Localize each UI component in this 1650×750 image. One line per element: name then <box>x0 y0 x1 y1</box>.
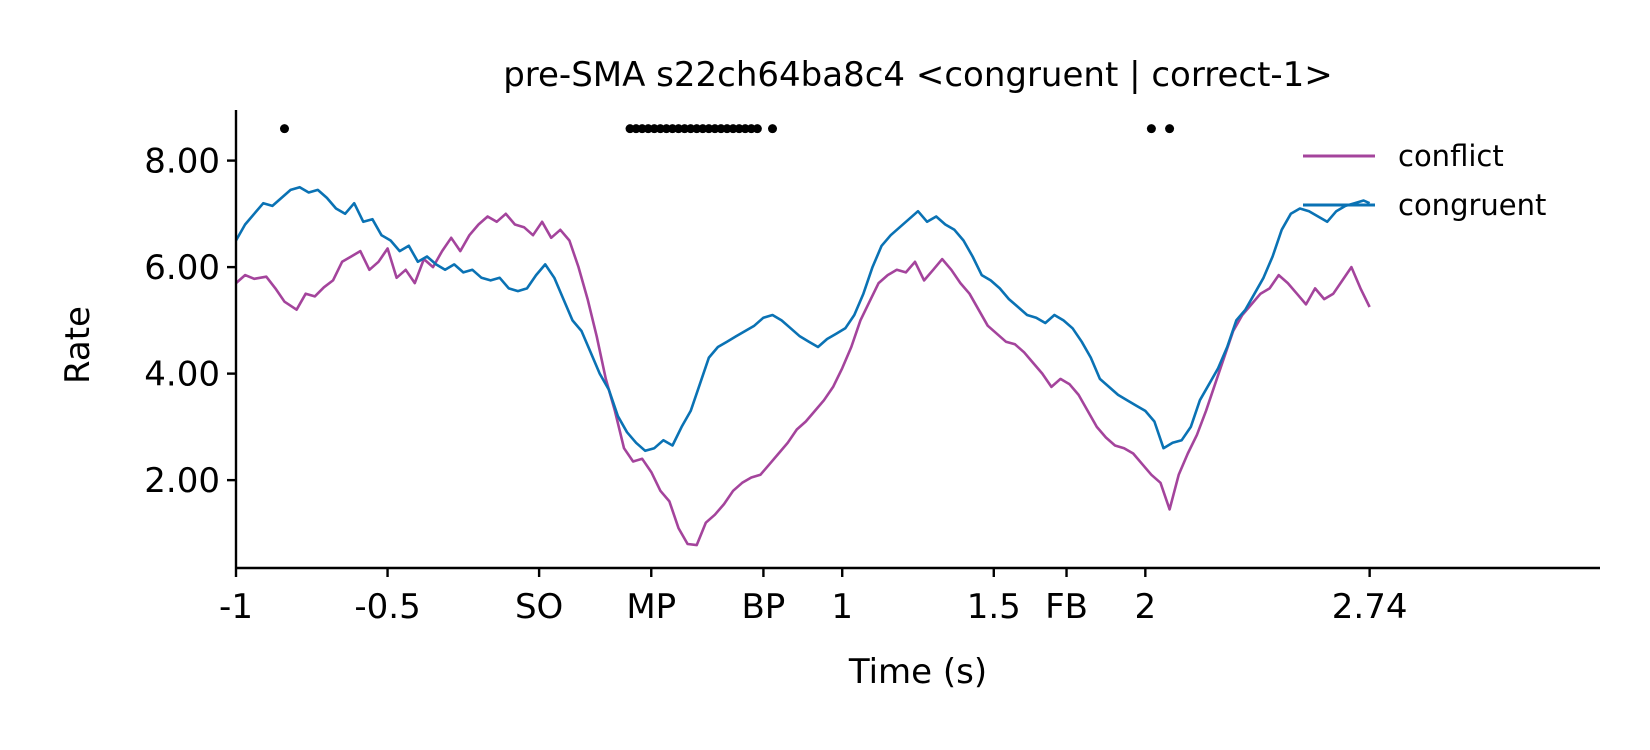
significance-dot <box>1146 124 1156 134</box>
x-tick-label: FB <box>1045 587 1088 627</box>
series-line-conflict <box>235 212 1371 547</box>
x-tick-label: -1 <box>219 587 253 627</box>
x-tick-label: MP <box>626 587 676 627</box>
x-tick-label: -0.5 <box>354 587 420 627</box>
x-axis-label: Time (s) <box>848 652 987 692</box>
y-tick-label: 2.00 <box>144 461 220 501</box>
significance-dot <box>279 124 289 134</box>
legend: conflict congruent <box>1303 139 1546 222</box>
legend-label-conflict: conflict <box>1398 139 1504 173</box>
y-tick-label: 8.00 <box>144 142 220 182</box>
plot-area <box>234 185 1371 547</box>
significance-dot <box>768 124 778 134</box>
x-tick-label: 2.74 <box>1332 587 1408 627</box>
axes <box>234 110 1600 570</box>
y-tick-label: 6.00 <box>144 248 220 288</box>
y-tick-label: 4.00 <box>144 355 220 395</box>
legend-label-congruent: congruent <box>1398 188 1546 222</box>
significance-dot <box>1165 124 1175 134</box>
significance-dot <box>752 124 762 134</box>
x-tick-label: 2 <box>1135 587 1157 627</box>
x-tick-label: 1 <box>831 587 853 627</box>
y-ticks: 2.00 4.00 6.00 8.00 <box>144 142 236 501</box>
x-tick-label: 1.5 <box>967 587 1021 627</box>
x-tick-label: BP <box>741 587 785 627</box>
significance-markers <box>279 124 1175 134</box>
x-ticks: -1 -0.5 SO MP BP 1 1.5 FB 2 2.74 <box>219 568 1407 627</box>
x-tick-label: SO <box>515 587 563 627</box>
y-axis-label: Rate <box>58 306 98 384</box>
chart-title: pre-SMA s22ch64ba8c4 <congruent | correc… <box>503 55 1333 95</box>
series-line-congruent <box>234 185 1371 453</box>
